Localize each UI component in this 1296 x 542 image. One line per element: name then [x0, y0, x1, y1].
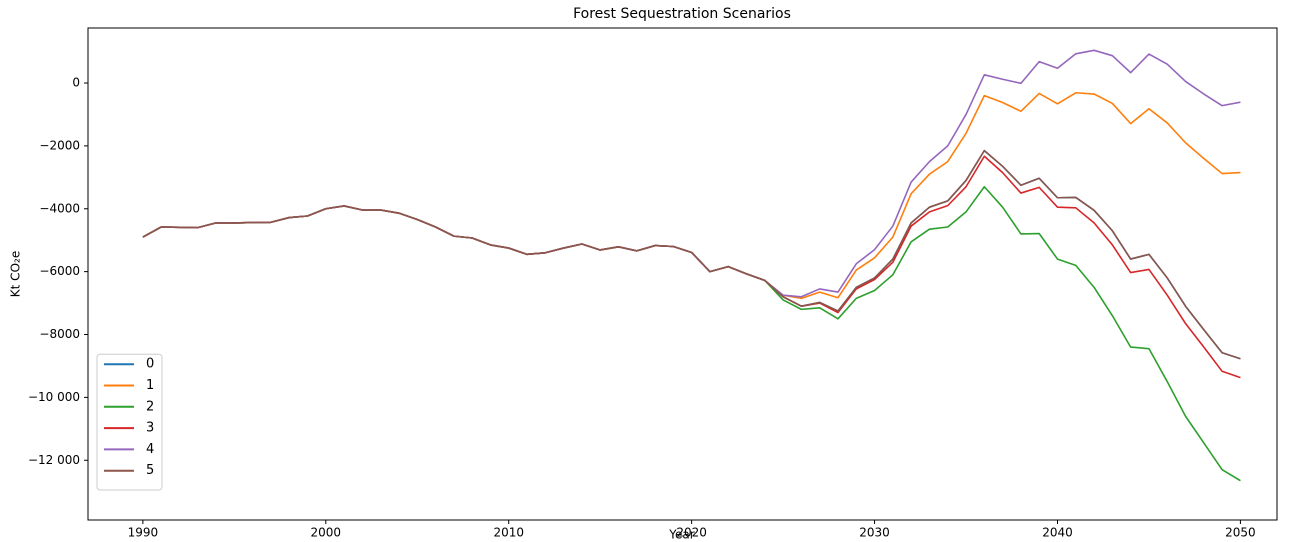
legend-label: 2	[146, 399, 154, 414]
legend-label: 3	[146, 421, 154, 436]
series-line	[142, 149, 1241, 360]
legend-box	[96, 353, 163, 491]
x-tick-label: 2000	[311, 526, 342, 540]
series-line	[142, 149, 1241, 360]
y-tick-label: 0	[72, 76, 80, 90]
y-axis-label: Kt CO₂e	[9, 251, 23, 297]
y-tick-label: −10 000	[28, 390, 80, 404]
plot-frame	[87, 27, 1278, 521]
legend-label: 0	[146, 357, 154, 372]
chart-title: Forest Sequestration Scenarios	[573, 6, 791, 22]
x-tick-label: 1990	[128, 526, 159, 540]
y-tick-label: −6000	[39, 264, 80, 278]
x-tick-label: 2020	[676, 526, 707, 540]
series-line	[142, 49, 1241, 298]
series-line	[142, 91, 1241, 300]
y-tick-label: −8000	[39, 327, 80, 341]
y-tick-label: −4000	[39, 201, 80, 215]
x-axis-label: Year	[668, 528, 694, 542]
x-tick-label: 2030	[859, 526, 890, 540]
series-line	[142, 155, 1241, 379]
x-tick-label: 2010	[493, 526, 524, 540]
x-tick-label: 2050	[1225, 526, 1256, 540]
legend-label: 1	[146, 378, 154, 393]
legend-label: 4	[146, 442, 154, 457]
y-tick-label: −12 000	[28, 453, 80, 467]
x-tick-label: 2040	[1042, 526, 1073, 540]
series-line	[142, 185, 1241, 482]
y-tick-label: −2000	[39, 138, 80, 152]
legend-label: 5	[146, 463, 154, 478]
